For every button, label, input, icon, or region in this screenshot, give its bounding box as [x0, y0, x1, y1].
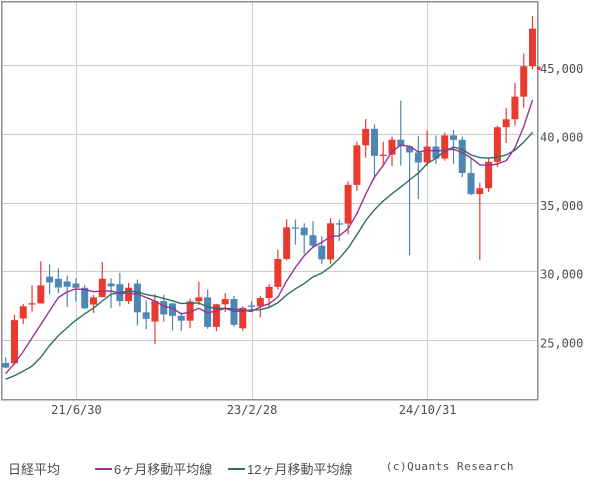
- legend-ma12-item: 12ヶ月移動平均線: [228, 459, 352, 478]
- ma-line-6mo: [5, 99, 534, 375]
- candle-body-2023-12: [335, 223, 343, 225]
- candle-body-2021-05: [63, 281, 71, 287]
- candle-body-2024-04: [370, 128, 378, 156]
- candle-body-2022-03: [151, 301, 159, 322]
- candle-body-2023-09: [309, 235, 317, 246]
- candle-body-2024-03: [362, 128, 370, 146]
- legend-ma12-label: 12ヶ月移動平均線: [247, 462, 353, 477]
- x-tick-label: 24/10/31: [399, 403, 457, 417]
- candle-body-2025-05: [485, 161, 493, 189]
- candle-body-2023-06: [283, 227, 291, 259]
- candle-body-2023-02: [248, 305, 256, 307]
- candle-body-2020-10: [2, 362, 10, 368]
- x-tick-label: 21/6/30: [51, 403, 102, 417]
- candle-body-2024-09: [414, 152, 422, 163]
- candle-body-2021-03: [46, 276, 54, 283]
- candle-body-2023-11: [327, 223, 335, 260]
- candles: [2, 16, 536, 368]
- legend-ma6-item: 6ヶ月移動平均線: [95, 459, 212, 478]
- y-tick-label: 40,000: [540, 130, 583, 144]
- candle-body-2024-11: [432, 146, 440, 159]
- candle-body-2023-01: [239, 307, 247, 329]
- candle-body-2025-10: [529, 28, 536, 67]
- candle-body-2020-11: [10, 320, 18, 364]
- plot-area: [2, 2, 537, 399]
- candle-body-2022-11: [221, 299, 229, 305]
- gridlines: [2, 2, 537, 399]
- candle-body-2024-10: [423, 146, 431, 163]
- x-axis-labels: 21/6/30 23/2/28 24/10/31: [51, 403, 456, 417]
- candle-body-2022-04: [160, 301, 168, 315]
- legend-ma6-label: 6ヶ月移動平均線: [114, 462, 213, 477]
- latest-price-tick: [537, 66, 541, 71]
- candle-body-2021-12: [125, 287, 133, 302]
- y-tick-label: 45,000: [540, 62, 583, 76]
- copyright-text: (c)Quants Research: [385, 460, 514, 473]
- candle-body-2025-08: [511, 96, 519, 120]
- legend-series-label: 日経平均: [8, 462, 61, 477]
- candle-body-2021-02: [37, 285, 45, 304]
- y-tick-label: 30,000: [540, 268, 583, 282]
- y-axis-labels: 45,000 40,000 35,000 30,000 25,000: [540, 62, 583, 350]
- candle-body-2021-01: [28, 303, 36, 305]
- candle-body-2022-02: [142, 312, 150, 319]
- candle-body-2025-01: [449, 135, 457, 140]
- candle-body-2022-05: [169, 303, 177, 316]
- candle-body-2023-05: [274, 258, 282, 287]
- candle-body-2024-12: [441, 135, 449, 159]
- x-tick-label: 23/2/28: [227, 403, 278, 417]
- ma12-line-swatch: [228, 467, 245, 470]
- candle-body-2024-07: [397, 139, 405, 147]
- candle-body-2021-08: [90, 297, 97, 305]
- candle-body-2025-02: [458, 139, 466, 173]
- candle-body-2025-07: [502, 119, 510, 128]
- candle-body-2024-01: [344, 184, 352, 224]
- ma6-line-swatch: [95, 467, 112, 470]
- candle-body-2023-07: [291, 227, 299, 229]
- candle-body-2022-07: [186, 301, 194, 321]
- candle-body-2023-10: [318, 245, 326, 260]
- candle-body-2023-04: [265, 286, 273, 299]
- legend: 日経平均 6ヶ月移動平均線 12ヶ月移動平均線 (c)Quants Resear…: [0, 459, 600, 478]
- candle-body-2021-06: [72, 283, 80, 288]
- y-tick-label: 25,000: [540, 336, 583, 350]
- candle-body-2022-10: [212, 304, 220, 327]
- plot-border: [0, 0, 539, 401]
- candle-body-2020-12: [19, 306, 27, 319]
- candle-body-2022-01: [133, 283, 141, 313]
- candle-body-2021-04: [54, 278, 62, 288]
- candle-body-2025-03: [467, 172, 475, 195]
- candle-body-2023-08: [300, 227, 308, 236]
- candle-body-2021-10: [107, 283, 115, 287]
- y-tick-label: 35,000: [540, 199, 583, 213]
- candle-body-2022-08: [195, 297, 203, 302]
- candle-body-2023-03: [256, 298, 264, 307]
- candle-body-2024-08: [406, 146, 414, 153]
- candle-body-2022-06: [177, 315, 185, 321]
- candle-body-2025-04: [476, 188, 484, 195]
- candle-body-2024-06: [388, 139, 396, 155]
- candle-body-2025-06: [493, 127, 501, 162]
- candle-body-2021-07: [81, 287, 89, 309]
- candle-body-2024-02: [353, 145, 361, 185]
- candle-body-2024-05: [379, 154, 387, 156]
- candle-body-2021-09: [98, 278, 106, 298]
- candle-body-2025-09: [520, 66, 528, 97]
